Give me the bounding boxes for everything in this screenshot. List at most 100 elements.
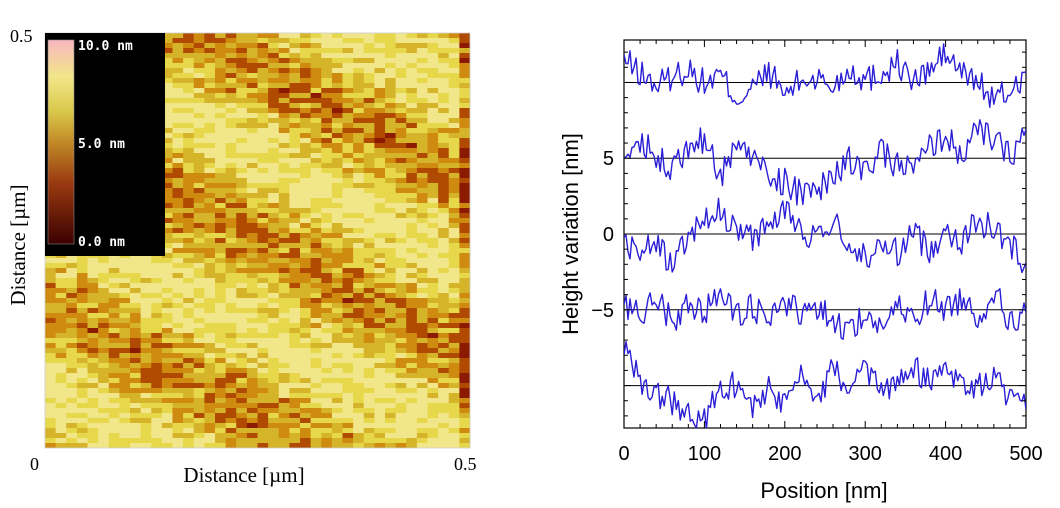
afm-pixel — [215, 153, 227, 159]
afm-pixel — [363, 273, 375, 279]
afm-pixel — [416, 68, 429, 74]
afm-pixel — [246, 303, 259, 309]
afm-pixel — [236, 298, 248, 304]
afm-pixel — [268, 303, 280, 309]
afm-pixel — [385, 323, 397, 329]
afm-pixel — [395, 98, 407, 104]
afm-pixel — [257, 193, 269, 199]
afm-pixel — [448, 243, 460, 249]
afm-pixel — [257, 198, 269, 204]
afm-pixel — [438, 243, 450, 249]
afm-pixel — [374, 303, 386, 309]
afm-pixel — [204, 178, 216, 184]
afm-pixel — [257, 203, 269, 209]
afm-pixel — [215, 378, 227, 384]
afm-pixel — [406, 378, 418, 384]
afm-pixel — [172, 183, 184, 189]
afm-pixel — [289, 173, 301, 179]
afm-pixel — [278, 193, 290, 199]
afm-pixel — [300, 133, 312, 139]
afm-pixel — [289, 418, 301, 424]
afm-pixel — [183, 178, 195, 184]
afm-pixel — [289, 368, 301, 374]
afm-pixel — [55, 263, 67, 269]
afm-pixel — [406, 303, 418, 309]
afm-pixel — [395, 213, 407, 219]
afm-pixel — [416, 243, 429, 249]
afm-pixel — [140, 408, 152, 414]
afm-pixel — [300, 413, 312, 419]
afm-pixel — [130, 408, 142, 414]
afm-pixel — [246, 358, 259, 364]
afm-pixel — [236, 133, 248, 139]
afm-pixel — [342, 223, 354, 229]
afm-pixel — [363, 208, 375, 214]
afm-pixel — [161, 58, 174, 64]
afm-pixel — [385, 388, 397, 394]
afm-pixel — [193, 378, 205, 384]
afm-pixel — [300, 288, 312, 294]
afm-pixel — [353, 283, 365, 289]
afm-pixel — [151, 358, 163, 364]
afm-pixel — [66, 383, 78, 389]
afm-pixel — [108, 423, 120, 429]
afm-pixel — [161, 123, 174, 129]
afm-pixel — [459, 168, 470, 174]
afm-pixel — [151, 423, 163, 429]
afm-pixel — [342, 228, 354, 234]
afm-pixel — [374, 343, 386, 349]
afm-pixel — [342, 123, 354, 129]
afm-pixel — [225, 323, 237, 329]
afm-pixel — [374, 403, 386, 409]
afm-pixel — [331, 423, 344, 429]
afm-pixel — [225, 438, 237, 444]
afm-pixel — [459, 188, 470, 194]
afm-pixel — [416, 48, 429, 54]
afm-pixel — [363, 368, 375, 374]
afm-pixel — [204, 158, 216, 164]
afm-pixel — [289, 408, 301, 414]
afm-pixel — [331, 403, 344, 409]
afm-pixel — [427, 243, 439, 249]
afm-pixel — [257, 253, 269, 259]
afm-pixel — [215, 278, 227, 284]
afm-pixel — [416, 328, 429, 334]
afm-pixel — [438, 33, 450, 39]
afm-pixel — [353, 348, 365, 354]
afm-pixel — [438, 343, 450, 349]
afm-pixel — [246, 218, 259, 224]
afm-pixel — [310, 68, 322, 74]
afm-pixel — [310, 113, 322, 119]
afm-pixel — [289, 213, 301, 219]
afm-pixel — [459, 263, 470, 269]
afm-pixel — [416, 333, 429, 339]
afm-pixel — [215, 98, 227, 104]
afm-pixel — [310, 423, 322, 429]
afm-pixel — [385, 203, 397, 209]
afm-pixel — [76, 378, 89, 384]
afm-pixel — [374, 268, 386, 274]
afm-pixel — [225, 48, 237, 54]
afm-pixel — [204, 328, 216, 334]
afm-pixel — [363, 258, 375, 264]
afm-pixel — [204, 83, 216, 89]
afm-pixel — [331, 78, 344, 84]
afm-pixel — [374, 113, 386, 119]
afm-pixel — [225, 283, 237, 289]
afm-pixel — [98, 258, 110, 264]
afm-pixel — [459, 143, 470, 149]
afm-pixel — [427, 343, 439, 349]
afm-pixel — [374, 203, 386, 209]
afm-pixel — [66, 433, 78, 439]
afm-pixel — [193, 348, 205, 354]
afm-pixel — [427, 278, 439, 284]
afm-pixel — [300, 318, 312, 324]
afm-pixel — [310, 98, 322, 104]
afm-pixel — [342, 188, 354, 194]
afm-pixel — [215, 303, 227, 309]
afm-pixel — [204, 243, 216, 249]
afm-pixel — [193, 338, 205, 344]
afm-pixel — [225, 403, 237, 409]
afm-pixel — [331, 83, 344, 89]
afm-pixel — [246, 243, 259, 249]
